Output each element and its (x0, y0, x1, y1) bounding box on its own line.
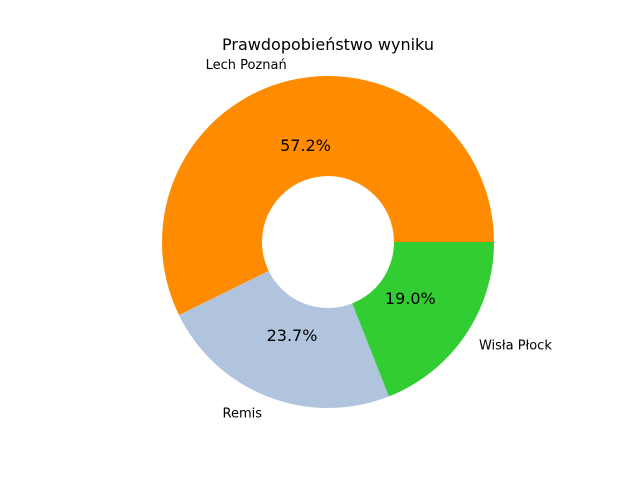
category-label-remis: Remis (223, 406, 263, 421)
chart-title: Prawdopobieństwo wyniku (222, 35, 434, 54)
percent-label-wisla-plock: 19.0% (385, 289, 436, 308)
category-label-lech-poznan: Lech Poznań (206, 58, 287, 73)
category-label-wisla-plock: Wisła Płock (479, 339, 552, 354)
labels-group: Lech Poznań 57.2% Remis 23.7% Wisła Płock 19.… (206, 58, 553, 421)
slice-remis (178, 271, 389, 408)
percent-label-remis: 23.7% (267, 326, 318, 345)
percent-label-lech-poznan: 57.2% (280, 136, 331, 155)
slices-group (161, 75, 494, 408)
slice-lech-poznan (161, 75, 494, 316)
slice-wisla-plock (352, 242, 494, 397)
